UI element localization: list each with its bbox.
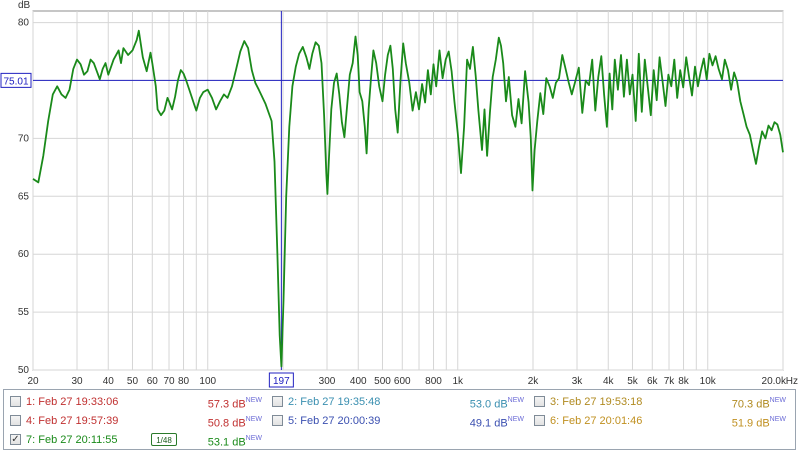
x-tick-label: 80	[178, 376, 190, 387]
trace-2-value: 53.0 dBNEW	[469, 397, 524, 411]
trace-row-7[interactable]: ✓ 7: Feb 27 20:11:55 1/48 53.1 dBNEW	[10, 430, 265, 450]
x-tick-label: 600	[394, 376, 411, 387]
trace-1-value: 57.3 dBNEW	[207, 397, 262, 411]
trace-6-checkbox[interactable]	[534, 415, 545, 426]
trace-6-label: 6: Feb 27 20:01:46	[550, 415, 643, 427]
y-tick-label: 50	[18, 365, 30, 376]
trace-1-label: 1: Feb 27 19:33:06	[26, 396, 119, 408]
trace-5-new-badge: NEW	[507, 416, 524, 423]
x-tick-label: 8k	[678, 376, 690, 387]
trace-6-value: 51.9 dBNEW	[731, 416, 786, 430]
trace-4-label: 4: Feb 27 19:57:39	[26, 415, 119, 427]
x-tick-label: 20.0k	[762, 376, 787, 387]
trace-7-checkbox[interactable]: ✓	[10, 434, 21, 445]
x-tick-label: 500	[374, 376, 391, 387]
y-tick-label: 65	[18, 191, 30, 202]
x-tick-label: 800	[425, 376, 442, 387]
trace-4-value: 50.8 dBNEW	[207, 416, 262, 430]
x-tick-label: 40	[103, 376, 115, 387]
x-tick-label: 7k	[664, 376, 676, 387]
x-tick-label: 4k	[603, 376, 615, 387]
x-tick-label: 1k	[452, 376, 464, 387]
trace-row-5[interactable]: 5: Feb 27 20:00:39 49.1 dBNEW	[272, 411, 527, 431]
x-axis-unit: Hz	[786, 376, 798, 387]
trace-2-checkbox[interactable]	[272, 396, 283, 407]
trace-4-new-badge: NEW	[245, 416, 262, 423]
cursor-x-readout-box	[268, 372, 294, 388]
trace-row-4[interactable]: 4: Feb 27 19:57:39 50.8 dBNEW	[10, 411, 265, 431]
x-tick-label: 2k	[528, 376, 540, 387]
x-tick-label: 100	[199, 376, 216, 387]
trace-row-1[interactable]: 1: Feb 27 19:33:06 57.3 dBNEW	[10, 392, 265, 412]
cursor-y-readout: 75.01	[3, 76, 28, 87]
cursor-x-readout: 197	[273, 376, 290, 387]
x-tick-label: 300	[319, 376, 336, 387]
trace-4-checkbox[interactable]	[10, 415, 21, 426]
x-tick-label: 70	[163, 376, 175, 387]
trace-5-label: 5: Feb 27 20:00:39	[288, 415, 381, 427]
trace-7-smoothing-badge[interactable]: 1/48	[151, 433, 177, 446]
trace-legend-panel: 1: Feb 27 19:33:06 57.3 dBNEW 2: Feb 27 …	[3, 389, 796, 450]
trace-row-2[interactable]: 2: Feb 27 19:35:48 53.0 dBNEW	[272, 392, 527, 412]
x-tick-label: 50	[127, 376, 139, 387]
x-tick-label: 20	[27, 376, 39, 387]
trace-5-checkbox[interactable]	[272, 415, 283, 426]
cursor-y-readout-box	[0, 72, 32, 88]
trace-1-checkbox[interactable]	[10, 396, 21, 407]
trace-3-new-badge: NEW	[769, 397, 786, 404]
spl-graph-panel[interactable]: 50556065707580dB203040506070801003004005…	[0, 0, 800, 388]
trace-3-checkbox[interactable]	[534, 396, 545, 407]
trace-row-3[interactable]: 3: Feb 27 19:53:18 70.3 dBNEW	[534, 392, 789, 412]
frequency-response-chart[interactable]: 50556065707580dB203040506070801003004005…	[0, 0, 800, 388]
y-tick-label: 60	[18, 249, 30, 260]
trace-3-value: 70.3 dBNEW	[731, 397, 786, 411]
x-tick-label: 30	[71, 376, 83, 387]
x-tick-label: 6k	[647, 376, 659, 387]
trace-2-label: 2: Feb 27 19:35:48	[288, 396, 381, 408]
y-tick-label: 55	[18, 307, 30, 318]
x-tick-label: 400	[350, 376, 367, 387]
series-line-1[interactable]	[32, 29, 784, 368]
trace-1-new-badge: NEW	[245, 397, 262, 404]
x-tick-label: 10k	[700, 376, 717, 387]
x-tick-label: 5k	[627, 376, 639, 387]
x-tick-label: 60	[147, 376, 159, 387]
trace-7-label: 7: Feb 27 20:11:55	[26, 434, 118, 446]
trace-6-new-badge: NEW	[769, 416, 786, 423]
y-tick-label: 70	[18, 133, 30, 144]
trace-7-new-badge: NEW	[245, 435, 262, 442]
y-tick-label: 80	[18, 18, 30, 29]
trace-3-label: 3: Feb 27 19:53:18	[550, 396, 643, 408]
trace-2-new-badge: NEW	[507, 397, 524, 404]
x-tick-label: 3k	[572, 376, 584, 387]
trace-7-value: 53.1 dBNEW	[207, 435, 262, 449]
trace-row-6[interactable]: 6: Feb 27 20:01:46 51.9 dBNEW	[534, 411, 789, 431]
y-axis-unit: dB	[18, 0, 31, 11]
trace-5-value: 49.1 dBNEW	[469, 416, 524, 430]
